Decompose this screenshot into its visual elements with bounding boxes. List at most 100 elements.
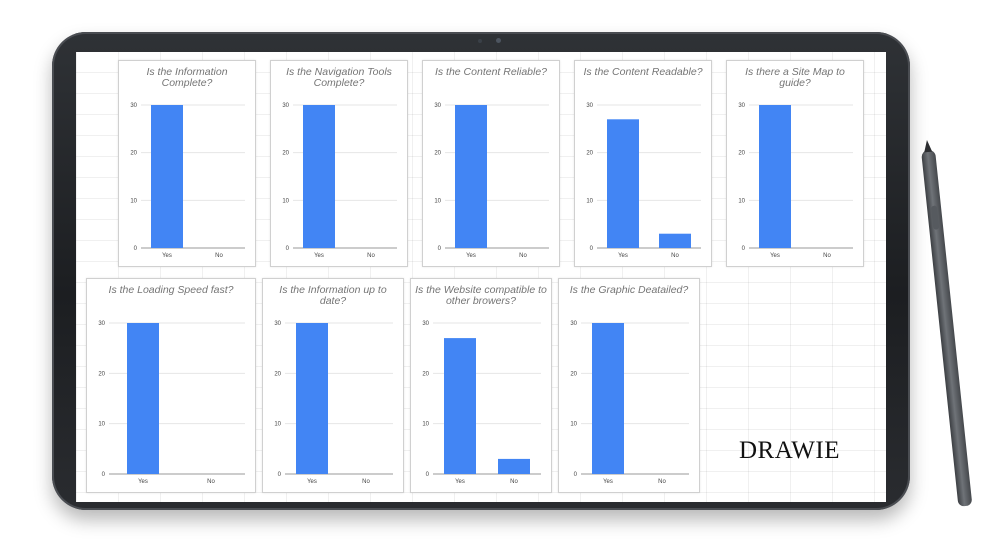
chart-title: Is the Website compatible to other browe… — [415, 284, 547, 307]
y-tick-label: 20 — [422, 371, 429, 377]
y-tick-label: 30 — [98, 321, 105, 327]
bar-yes — [151, 105, 183, 248]
bar-yes — [759, 105, 791, 248]
x-tick-label: Yes — [314, 253, 324, 259]
chart-title: Is the Information up to date? — [279, 284, 387, 307]
y-tick-label: 20 — [738, 151, 745, 157]
x-tick-label: Yes — [466, 253, 476, 259]
y-tick-label: 10 — [422, 422, 429, 428]
y-tick-label: 10 — [274, 422, 281, 428]
brand-watermark: DRAWIE — [739, 437, 840, 464]
x-tick-label: No — [367, 253, 375, 259]
y-tick-label: 0 — [590, 246, 594, 252]
chart-plot: 0 10 20 30 Yes No — [98, 321, 245, 485]
bar-no — [498, 458, 530, 474]
tablet-screen: Is the Information Complete? 0 10 20 30 Yes No… — [76, 52, 886, 502]
x-tick-label: No — [823, 253, 831, 259]
chart-title: Is the Content Reliable? — [434, 66, 548, 78]
y-tick-label: 0 — [286, 246, 290, 252]
y-tick-label: 10 — [98, 422, 105, 428]
x-tick-label: No — [207, 479, 215, 485]
x-tick-label: Yes — [455, 479, 465, 485]
x-tick-label: Yes — [162, 253, 172, 259]
x-tick-label: Yes — [618, 253, 628, 259]
chart-card: Is the Information up to date? 0 10 20 30 Yes… — [262, 278, 404, 493]
y-tick-label: 20 — [570, 371, 577, 377]
y-tick-label: 0 — [742, 246, 746, 252]
chart-card: Is the Graphic Deatailed? 0 10 20 30 Yes No — [558, 278, 700, 493]
camera-icon — [496, 38, 501, 43]
x-tick-label: Yes — [307, 479, 317, 485]
y-tick-label: 20 — [282, 151, 289, 157]
y-tick-label: 30 — [570, 321, 577, 327]
chart-card: Is the Loading Speed fast? 0 10 20 30 Yes No — [86, 278, 256, 493]
y-tick-label: 20 — [130, 151, 137, 157]
chart-title: Is there a Site Map to guide? — [745, 66, 845, 89]
bar-yes — [303, 105, 335, 248]
bar-yes — [296, 323, 328, 474]
chart-plot: 0 10 20 30 Yes No — [586, 103, 701, 259]
bar-yes — [607, 119, 639, 248]
bar-yes — [444, 338, 476, 474]
chart-plot: 0 10 20 30 Yes No — [422, 321, 541, 485]
bar-yes — [455, 105, 487, 248]
chart-plot: 0 10 20 30 Yes No — [570, 321, 689, 485]
chart-title: Is the Navigation Tools Complete? — [286, 66, 392, 89]
chart-plot: 0 10 20 30 Yes No — [434, 103, 549, 259]
y-tick-label: 0 — [134, 246, 138, 252]
y-tick-label: 30 — [434, 103, 441, 109]
chart-title: Is the Content Readable? — [583, 66, 703, 78]
chart-title: Is the Graphic Deatailed? — [569, 284, 689, 296]
y-tick-label: 20 — [586, 151, 593, 157]
chart-card: Is the Website compatible to other browe… — [410, 278, 552, 493]
y-tick-label: 0 — [278, 472, 282, 478]
chart-card: Is the Content Readable? 0 10 20 30 Yes No — [574, 60, 712, 267]
y-tick-label: 20 — [434, 151, 441, 157]
y-tick-label: 10 — [586, 198, 593, 204]
x-tick-label: Yes — [603, 479, 613, 485]
x-tick-label: No — [362, 479, 370, 485]
y-tick-label: 30 — [738, 103, 745, 109]
y-tick-label: 0 — [438, 246, 442, 252]
chart-plot: 0 10 20 30 Yes No — [738, 103, 853, 259]
chart-title: Is the Loading Speed fast? — [108, 284, 234, 296]
chart-card: Is there a Site Map to guide? 0 10 20 30 Yes N… — [726, 60, 864, 267]
y-tick-label: 0 — [426, 472, 430, 478]
x-tick-label: No — [671, 253, 679, 259]
y-tick-label: 10 — [282, 198, 289, 204]
x-tick-label: Yes — [138, 479, 148, 485]
y-tick-label: 0 — [102, 472, 106, 478]
y-tick-label: 10 — [434, 198, 441, 204]
y-tick-label: 30 — [586, 103, 593, 109]
bar-yes — [127, 323, 159, 474]
chart-card: Is the Content Reliable? 0 10 20 30 Yes No — [422, 60, 560, 267]
stylus-button — [930, 205, 940, 230]
y-tick-label: 30 — [130, 103, 137, 109]
chart-title: Is the Information Complete? — [146, 66, 228, 89]
sensor-icon — [478, 39, 482, 43]
bar-no — [659, 233, 691, 248]
y-tick-label: 10 — [738, 198, 745, 204]
y-tick-label: 20 — [274, 371, 281, 377]
x-tick-label: Yes — [770, 253, 780, 259]
y-tick-label: 10 — [130, 198, 137, 204]
stylus-tip — [922, 139, 933, 153]
tablet-device: Is the Information Complete? 0 10 20 30 Yes No… — [52, 32, 910, 510]
x-tick-label: No — [215, 253, 223, 259]
bar-yes — [592, 323, 624, 474]
y-tick-label: 10 — [570, 422, 577, 428]
stylus-pen — [921, 139, 973, 507]
y-tick-label: 0 — [574, 472, 578, 478]
chart-card: Is the Navigation Tools Complete? 0 10 20 30… — [270, 60, 408, 267]
y-tick-label: 30 — [274, 321, 281, 327]
y-tick-label: 20 — [98, 371, 105, 377]
x-tick-label: No — [510, 479, 518, 485]
chart-plot: 0 10 20 30 Yes No — [130, 103, 245, 259]
x-tick-label: No — [658, 479, 666, 485]
chart-plot: 0 10 20 30 Yes No — [282, 103, 397, 259]
chart-card: Is the Information Complete? 0 10 20 30 Yes No — [118, 60, 256, 267]
x-tick-label: No — [519, 253, 527, 259]
y-tick-label: 30 — [282, 103, 289, 109]
chart-plot: 0 10 20 30 Yes No — [274, 321, 393, 485]
y-tick-label: 30 — [422, 321, 429, 327]
